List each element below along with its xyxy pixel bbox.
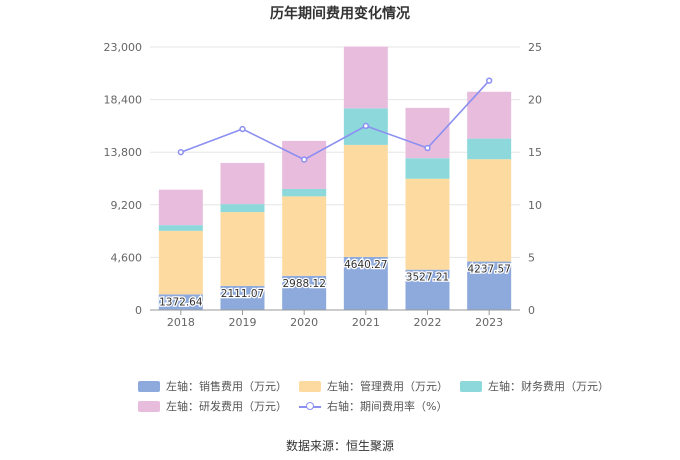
- bar-segment: [282, 196, 327, 276]
- legend-swatch-finance: [460, 380, 482, 392]
- ratio-point: [424, 144, 431, 152]
- bar-segment: [343, 256, 388, 310]
- ratio-point: [177, 149, 184, 156]
- legend-label-finance: 左轴：财务费用（万元）: [488, 380, 609, 393]
- bar-segment: [282, 188, 327, 197]
- x-tick-label: 2018: [167, 316, 195, 329]
- chart-title: 历年期间费用变化情况: [270, 5, 410, 22]
- legend-label-admin: 左轴：管理费用（万元）: [327, 380, 448, 393]
- bar-segment: [405, 269, 450, 310]
- legend-item-sales[interactable]: 左轴：销售费用（万元）: [138, 378, 287, 394]
- ratio-point: [301, 156, 308, 163]
- y-left-tick-label: 9,200: [111, 199, 143, 212]
- y-left-tick-label: 4,600: [111, 251, 143, 264]
- x-tick-label: 2019: [229, 316, 257, 329]
- legend-swatch-sales: [138, 380, 160, 392]
- x-tick-label: 2022: [414, 316, 442, 329]
- bar-data-label: 3527.21: [406, 272, 449, 284]
- bar-segment: [467, 159, 512, 262]
- legend-item-rnd[interactable]: 左轴：研发费用（万元）: [138, 398, 287, 414]
- ratio-point: [362, 122, 369, 130]
- bar-segment: [158, 294, 203, 310]
- y-left-tick-label: 13,800: [104, 146, 143, 159]
- legend-item-finance[interactable]: 左轴：财务费用（万元）: [460, 378, 609, 394]
- bar-data-label: 4237.57: [467, 264, 510, 276]
- legend-item-ratio[interactable]: 右轴：期间费用率（%）: [299, 398, 447, 414]
- bar-segment: [220, 162, 265, 205]
- bar-segment: [220, 204, 265, 213]
- y-right-tick-label: 25: [528, 41, 542, 54]
- legend-swatch-rnd: [138, 400, 160, 412]
- bar-segment: [220, 285, 265, 310]
- bar-data-label: 4640.27: [344, 259, 387, 271]
- legend: 左轴：销售费用（万元） 左轴：管理费用（万元） 左轴：财务费用（万元） 左轴：研…: [0, 376, 680, 416]
- y-right-tick-label: 20: [528, 94, 542, 107]
- data-source: 数据来源：恒生聚源: [285, 439, 394, 453]
- y-left-tick-label: 23,000: [104, 41, 143, 54]
- bar-segment: [220, 212, 265, 286]
- line-layer: [177, 77, 493, 163]
- bar-segment: [158, 189, 203, 226]
- legend-label-sales: 左轴：销售费用（万元）: [166, 380, 287, 393]
- ratio-point: [239, 125, 246, 133]
- axis-layer: 0 4,600 9,200 13,800 18,400 23,000 0 5 10 15 20 25 2…: [104, 41, 543, 329]
- bar-segment: [467, 91, 512, 139]
- legend-line-marker-icon: [299, 401, 321, 412]
- y-left-tick-label: 0: [135, 304, 142, 317]
- bar-layer: [158, 46, 512, 310]
- grid-layer: [150, 46, 520, 258]
- bar-segment: [343, 144, 388, 257]
- ratio-point: [486, 77, 493, 84]
- bar-data-label: 2988.12: [282, 278, 325, 290]
- bar-data-label: 2111.07: [221, 288, 264, 300]
- chart-svg: 历年期间费用变化情况 1372.64 2111.07 2988.12 4640.27 3…: [104, 5, 543, 329]
- bar-segment: [158, 230, 203, 295]
- bar-data-label: 1372.64: [159, 296, 203, 308]
- label-layer: 1372.64 2111.07 2988.12 4640.27 3527.21 4237.…: [158, 258, 512, 310]
- x-tick-label: 2021: [352, 316, 380, 329]
- bar-segment: [405, 158, 450, 179]
- ratio-line: [180, 80, 490, 161]
- y-right-tick-label: 0: [528, 304, 535, 317]
- bar-segment: [405, 178, 450, 270]
- bar-segment: [467, 261, 512, 310]
- x-tick-label: 2020: [290, 316, 318, 329]
- legend-label-rnd: 左轴：研发费用（万元）: [166, 400, 287, 413]
- legend-label-ratio: 右轴：期间费用率（%）: [327, 400, 448, 413]
- x-tick-label: 2023: [475, 316, 503, 329]
- legend-item-admin[interactable]: 左轴：管理费用（万元）: [299, 378, 448, 394]
- y-right-tick-label: 10: [528, 199, 542, 212]
- legend-swatch-admin: [299, 380, 321, 392]
- y-right-tick-label: 5: [528, 251, 535, 264]
- bar-segment: [467, 138, 512, 160]
- y-left-tick-label: 18,400: [104, 94, 143, 107]
- y-right-tick-label: 15: [528, 146, 542, 159]
- bar-segment: [282, 140, 327, 189]
- bar-segment: [282, 275, 327, 310]
- bar-segment: [343, 46, 388, 109]
- bar-segment: [158, 225, 203, 231]
